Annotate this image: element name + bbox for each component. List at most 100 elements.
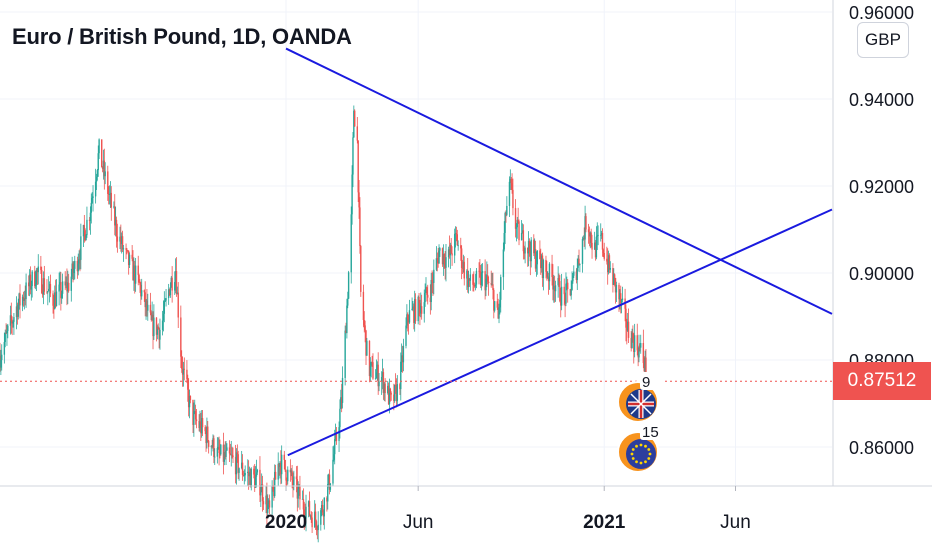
candle-body [626,321,629,331]
candle-body [80,236,82,260]
candle-body [85,235,87,241]
candle-body [474,284,477,287]
candle-body [589,232,592,237]
candle-body [311,517,313,528]
candle-body [25,282,27,300]
candle-body [553,285,556,292]
candle-body [152,314,154,337]
candle-body [293,476,295,486]
uk-flag-event-icon[interactable]: 9 [617,372,662,423]
candle-body [77,263,79,272]
candle-body [590,232,592,243]
candle-body [573,271,575,276]
candle-body [407,314,409,320]
candle-body [73,268,75,274]
candle-body [30,286,32,290]
candle-body [625,308,627,328]
candle-body [61,281,64,294]
candle-body [438,250,440,264]
candle-body [384,383,386,394]
candle-body [253,468,255,475]
candle-body [516,219,518,228]
candle-body [182,368,185,375]
candle-body [280,462,282,475]
candle-body [194,411,196,412]
candle-body [137,265,139,276]
candle-body [21,296,24,306]
candle-body [473,284,475,286]
candle-body [606,258,608,262]
candle-body [303,509,305,517]
candle-body [499,299,501,308]
candle-body [193,411,195,425]
candle-body [496,301,498,308]
candle-body [345,330,347,334]
candle-body [211,446,213,448]
candle-body [619,293,621,300]
candle-body [329,483,332,490]
candle-body [11,321,13,324]
candle-body [230,454,232,456]
candle-body [277,463,279,480]
candle-body [320,510,322,525]
candle-body [542,259,545,279]
candle-body [78,259,80,264]
candle-body [153,317,155,337]
candle-body [346,305,348,334]
candle-body [529,251,532,262]
currency-badge[interactable]: GBP [857,22,909,58]
time-axis[interactable]: 2020 Jun 2021 Jun [265,486,751,533]
candle-body [396,384,399,402]
candle-body [539,250,541,260]
candle-body [583,238,585,240]
candle-body [420,306,423,314]
candle-body [584,216,586,240]
candle-body [567,282,569,290]
x-tick-label: Jun [403,512,434,533]
candle-body [548,263,551,282]
event-count: 9 [642,374,650,391]
candle-body [309,515,312,517]
candle-body [340,397,342,409]
candle-body [141,290,143,297]
candle-body [426,287,428,295]
candle-body [267,504,269,513]
candle-body [466,270,468,279]
candle-body [424,292,426,303]
candle-body [436,258,438,259]
candle-body [181,368,184,375]
candle-body [194,411,197,420]
trendline-upper-resistance[interactable] [285,47,833,315]
candle-body [104,171,106,177]
candle-body [630,337,632,349]
trendline-lower-support[interactable] [287,208,833,457]
candle-body [487,281,490,284]
candle-body [59,282,61,285]
candle-body [250,468,252,488]
candle-body [219,452,221,455]
candle-body [347,298,349,306]
candle-body [563,286,565,295]
x-tick-label: Jun [720,512,751,533]
candle-body [169,287,172,296]
candle-body [71,263,73,277]
candle-body [387,385,389,394]
candle-body [149,304,152,313]
candle-body [640,343,642,348]
candle-body [419,303,421,314]
candle-body [247,471,249,474]
candle-body [450,244,452,254]
candle-body [560,286,563,306]
candle-body [43,278,46,292]
candle-body [316,529,319,531]
trendlines [285,47,833,457]
candle-body [433,269,435,283]
candle-body [498,307,500,319]
candle-body [261,484,264,502]
event-markers[interactable]: 9 15 [617,372,662,473]
candle-body [506,205,508,215]
candle-body [204,427,206,432]
candle-body [222,444,225,462]
candle-body [327,483,329,502]
eu-flag-event-icon[interactable]: 15 [617,422,662,473]
